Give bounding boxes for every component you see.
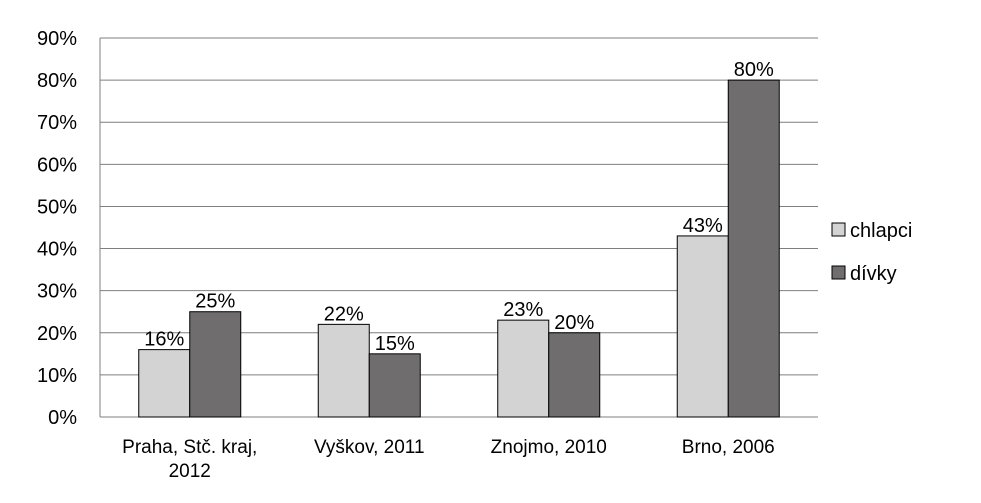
y-tick-label: 90% — [37, 28, 77, 50]
bars — [138, 79, 780, 418]
y-axis-tick-labels: 0% 10% 20% 30% 40% 50% 60% 70% 80% 90% — [37, 28, 77, 429]
data-label: 25% — [195, 291, 235, 313]
y-tick-label: 80% — [37, 70, 77, 92]
data-label: 22% — [324, 303, 364, 325]
legend-swatch-chlapci — [831, 222, 846, 237]
x-category-label: Praha, Stč. kraj, — [122, 437, 257, 458]
y-tick-label: 50% — [37, 196, 77, 218]
data-label: 23% — [503, 299, 543, 321]
x-axis-category-labels: Praha, Stč. kraj, 2012 Vyškov, 2011 Znojmo,… — [122, 437, 775, 482]
legend-label: dívky — [850, 263, 897, 285]
data-label: 80% — [734, 59, 774, 81]
x-category-label: Brno, 2006 — [682, 437, 775, 458]
y-tick-label: 10% — [37, 365, 77, 387]
y-tick-label: 0% — [48, 407, 77, 429]
y-tick-label: 70% — [37, 112, 77, 134]
bar-chlapci — [676, 235, 729, 418]
data-label: 20% — [554, 312, 594, 334]
bar-chlapci — [497, 319, 550, 418]
data-label: 43% — [683, 215, 723, 237]
y-tick-label: 30% — [37, 281, 77, 303]
y-tick-label: 20% — [37, 323, 77, 345]
bar-dívky — [727, 79, 780, 418]
bar-chlapci — [317, 323, 370, 418]
x-category-label: 2012 — [169, 461, 211, 482]
bar-dívky — [189, 311, 242, 418]
x-category-label: Vyškov, 2011 — [314, 437, 425, 458]
bar-dívky — [548, 332, 601, 418]
data-label: 16% — [144, 329, 184, 351]
legend: chlapci dívky — [831, 220, 912, 285]
y-tick-label: 40% — [37, 239, 77, 261]
data-labels: 16% 25% 22% 15% 23% 20% 43% 80% — [144, 59, 774, 355]
bar-chlapci — [138, 349, 191, 418]
data-label: 15% — [375, 333, 415, 355]
y-tick-label: 60% — [37, 154, 77, 176]
legend-label: chlapci — [850, 220, 912, 242]
bar-dívky — [368, 353, 421, 418]
x-category-label: Znojmo, 2010 — [491, 437, 607, 458]
legend-swatch-dívky — [831, 265, 846, 280]
